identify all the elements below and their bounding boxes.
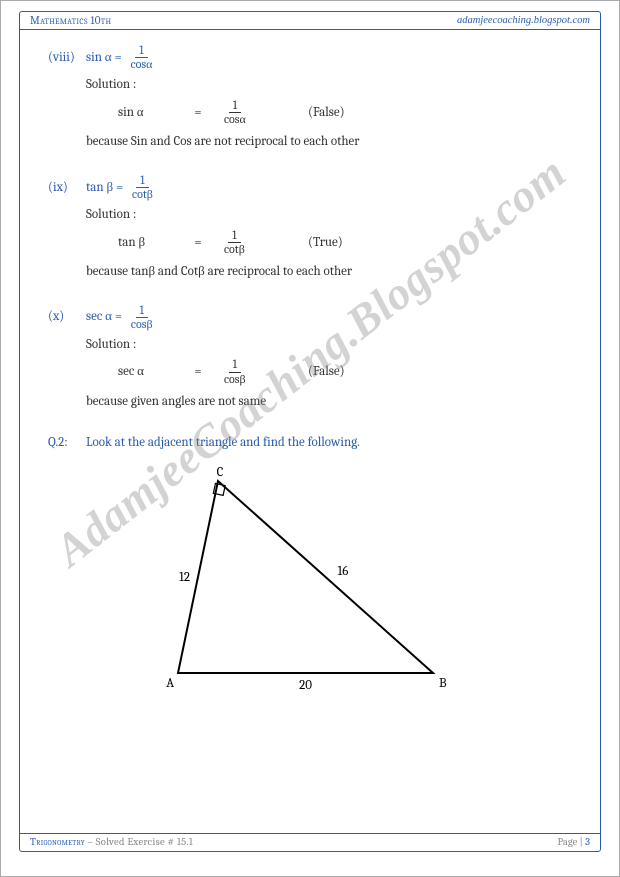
numerator: 1	[229, 358, 241, 372]
denominator: cosβ	[127, 318, 157, 331]
triangle-figure: A B C 12 16 20	[138, 463, 458, 693]
footer-chapter: Trigonometry – Solved Exercise # 15.1	[30, 836, 193, 848]
eq-lhs: sec α	[118, 362, 178, 382]
reason: because Sin and Cos are not reciprocal t…	[86, 132, 580, 152]
item-statement: tan β = 1 cotβ	[86, 174, 159, 201]
lhs: tan β	[86, 178, 113, 198]
truth-value: (True)	[308, 233, 343, 253]
reason: because tanβ and Cotβ are reciprocal to …	[86, 262, 580, 282]
eq-rhs: 1cosα	[218, 99, 278, 126]
eq-rhs: 1cosβ	[218, 358, 278, 385]
eq-lhs: tan β	[118, 233, 178, 253]
footer-topic: Trigonometry	[30, 836, 85, 848]
triangle-svg: A B C 12 16 20	[138, 463, 458, 693]
item-statement: sin α = 1 cosα	[86, 44, 158, 71]
eq-rhs: 1cotβ	[218, 229, 278, 256]
denominator: cotβ	[128, 188, 157, 201]
vertex-b-label: B	[439, 676, 447, 691]
numerator: 1	[136, 174, 148, 188]
vertex-c-label: C	[217, 465, 224, 480]
item-number: (ix)	[48, 178, 86, 198]
eq-sign: =	[178, 233, 218, 253]
item-statement: sec α = 1 cosβ	[86, 304, 159, 331]
fraction: 1 cosα	[127, 44, 157, 71]
problem-x: (x) sec α = 1 cosβ Solution : sec α =	[48, 304, 580, 412]
truth-value: (False)	[308, 362, 345, 382]
item-number: (viii)	[48, 48, 86, 68]
problem-ix: (ix) tan β = 1 cotβ Solution : tan β =	[48, 174, 580, 282]
denominator: cosα	[127, 58, 157, 71]
side-cb-label: 16	[338, 564, 349, 579]
header-subject: Mathematics 10th	[30, 14, 111, 27]
numerator: 1	[228, 229, 240, 243]
footer-exercise: – Solved Exercise # 15.1	[85, 836, 193, 848]
page-num: 3	[585, 836, 590, 848]
side-ac-label: 12	[179, 570, 190, 585]
denominator: cosβ	[220, 373, 250, 386]
lhs: sin α	[86, 48, 112, 68]
fraction: 1 cosβ	[127, 304, 157, 331]
page-label: Page |	[558, 836, 583, 848]
eq-lhs: sin α	[118, 103, 178, 123]
page-number: Page | 3	[558, 836, 590, 848]
triangle-shape	[178, 481, 433, 673]
numerator: 1	[229, 99, 241, 113]
solution-label: Solution :	[86, 205, 580, 225]
solution-eq: sin α = 1cosα (False)	[118, 99, 580, 126]
header: Mathematics 10th adamjeecoaching.blogspo…	[20, 12, 600, 30]
denominator: cotβ	[220, 243, 249, 256]
side-ab-label: 20	[299, 678, 312, 693]
lhs: sec α	[86, 307, 112, 327]
content: AdamjeeCoaching.Blogspot.com (viii) sin …	[20, 30, 600, 693]
solution-label: Solution :	[86, 75, 580, 95]
question-2: Q.2:Look at the adjacent triangle and fi…	[48, 433, 580, 453]
eq-sign: =	[178, 103, 218, 123]
numerator: 1	[135, 44, 147, 58]
q2-label: Q.2:	[48, 433, 86, 453]
q2-text: Look at the adjacent triangle and find t…	[86, 435, 360, 450]
solution-eq: sec α = 1cosβ (False)	[118, 358, 580, 385]
vertex-a-label: A	[166, 676, 174, 691]
right-angle-icon	[213, 483, 225, 495]
page: Mathematics 10th adamjeecoaching.blogspo…	[0, 0, 620, 877]
solution-label: Solution :	[86, 335, 580, 355]
reason: because given angles are not same	[86, 392, 580, 412]
solution-eq: tan β = 1cotβ (True)	[118, 229, 580, 256]
header-url: adamjeecoaching.blogspot.com	[457, 15, 590, 26]
truth-value: (False)	[308, 103, 345, 123]
eq-sign: =	[178, 362, 218, 382]
page-border: Mathematics 10th adamjeecoaching.blogspo…	[19, 11, 601, 852]
numerator: 1	[136, 304, 148, 318]
denominator: cosα	[220, 113, 250, 126]
fraction: 1 cotβ	[128, 174, 157, 201]
item-number: (x)	[48, 307, 86, 327]
footer: Trigonometry – Solved Exercise # 15.1 Pa…	[20, 833, 600, 851]
problem-viii: (viii) sin α = 1 cosα Solution : sin α =	[48, 44, 580, 152]
